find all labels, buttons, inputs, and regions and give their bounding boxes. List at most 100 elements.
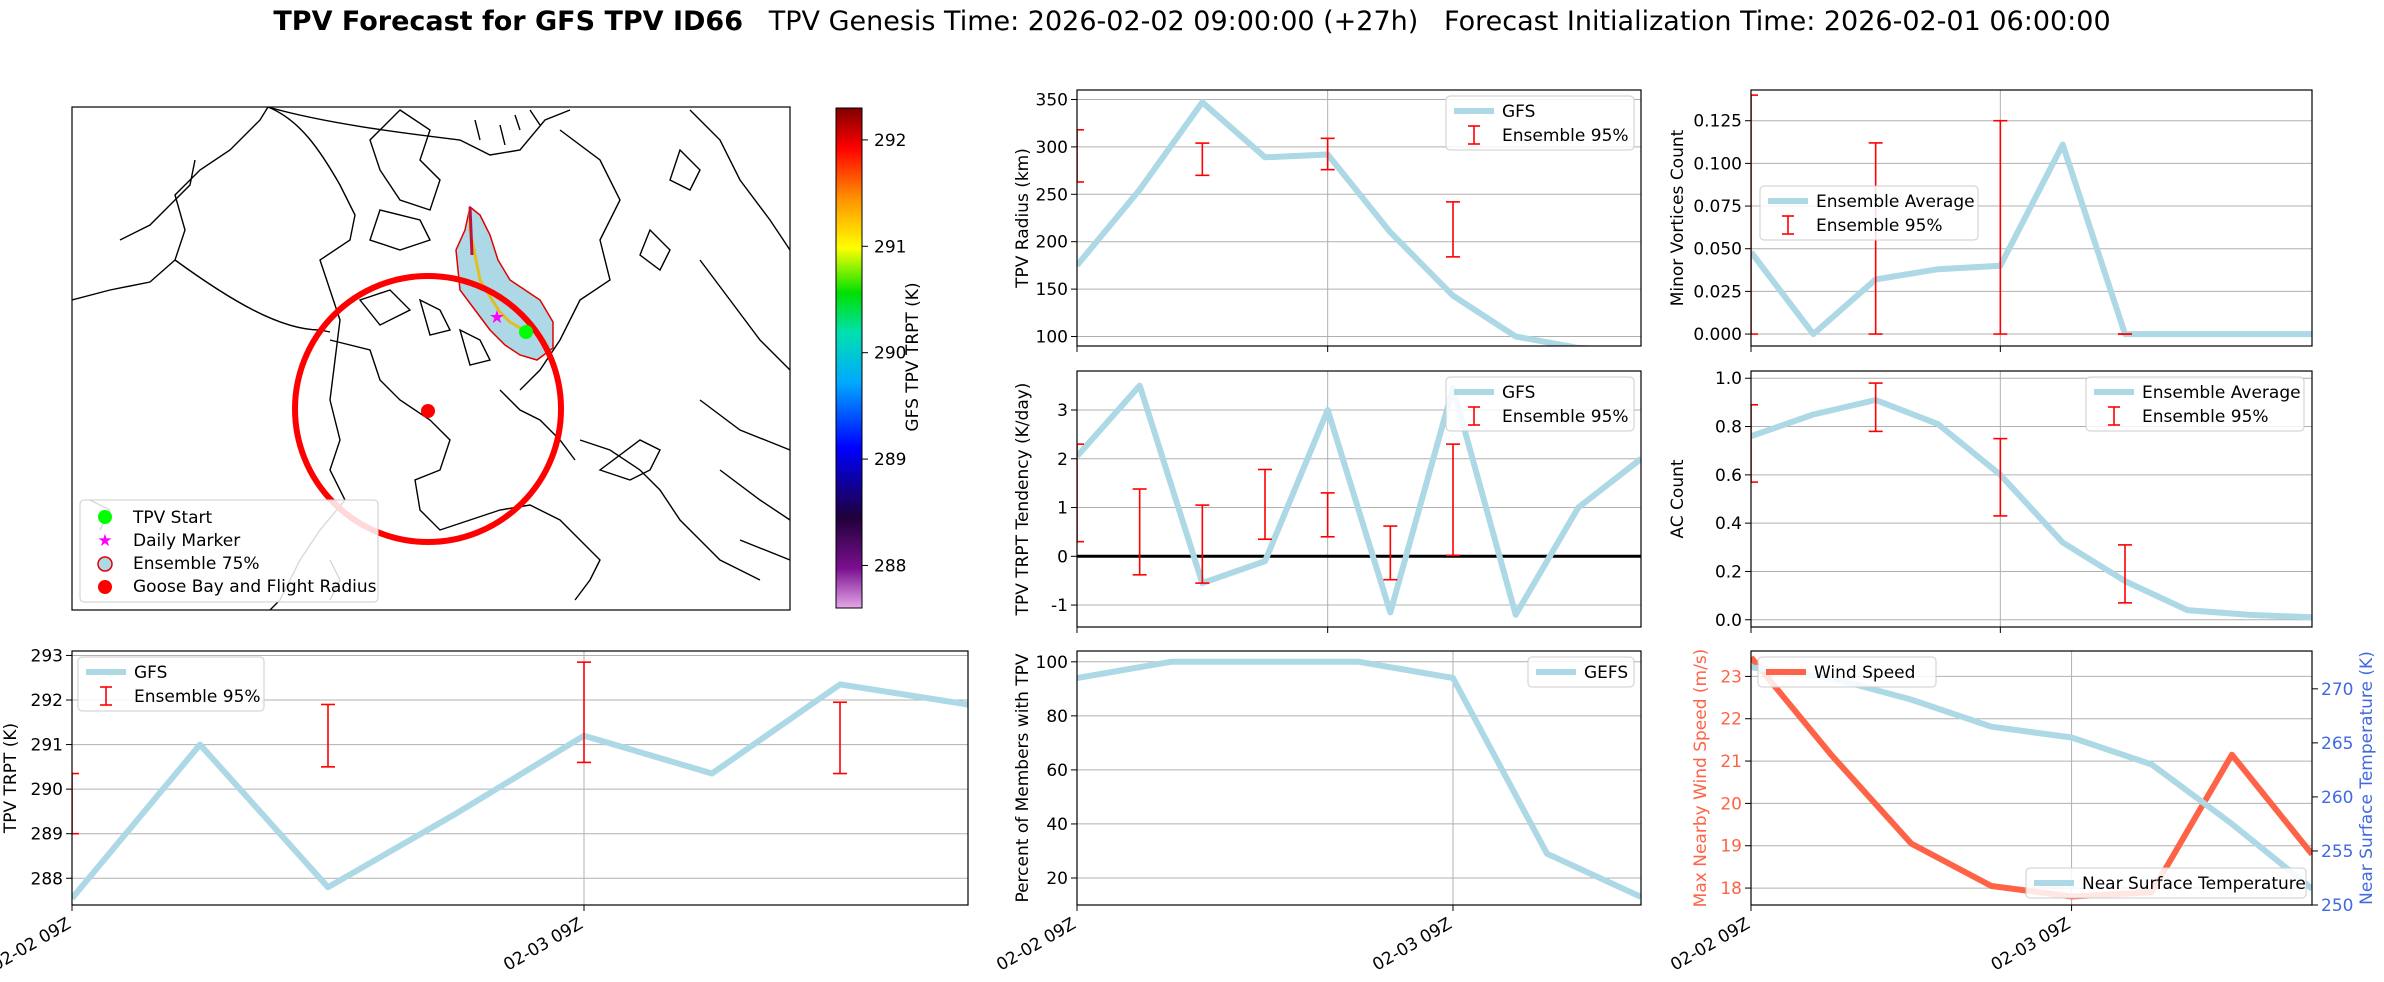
y-tick-label: 290 bbox=[31, 780, 63, 800]
daily-marker-legend-icon: ★ bbox=[97, 531, 112, 551]
y-tick-label: 1.0 bbox=[1715, 369, 1742, 389]
error-bar bbox=[1320, 137, 1335, 171]
error-bar bbox=[1077, 129, 1084, 183]
axes-frame bbox=[1076, 89, 1642, 347]
legend-label-tpv-start: TPV Start bbox=[132, 508, 213, 528]
y-tick-label: 292 bbox=[31, 691, 63, 711]
legend-label: Ensemble 95% bbox=[134, 687, 261, 707]
y-axis-label: TPV TRPT Tendency (K/day) bbox=[1013, 383, 1033, 617]
error-bar bbox=[1258, 468, 1272, 541]
y-tick-label: 0.000 bbox=[1693, 325, 1742, 345]
legend-wind: Wind Speed bbox=[1757, 656, 1937, 688]
y-tick-label: 0.4 bbox=[1715, 514, 1742, 534]
chart-panel-percent: 20 40 60 80 100 02-02 09Z 02-03 09Z Percent of … bbox=[993, 650, 1642, 975]
error-bar bbox=[1751, 404, 1758, 483]
y2-axis-label: Near Surface Temperature (K) bbox=[2357, 651, 2377, 905]
y-tick-label: 0 bbox=[1057, 547, 1068, 567]
y-tick-label: 350 bbox=[1036, 90, 1068, 110]
legend-label: Wind Speed bbox=[1814, 663, 1915, 683]
chart-panel-radius: 100 150 200 250 300 350 TPV Radius (km) GFS Ense… bbox=[1013, 89, 1642, 352]
data-layer bbox=[72, 661, 968, 901]
y2-tick-label: 255 bbox=[2321, 842, 2353, 862]
legend-minor: Ensemble Average Ensemble 95% bbox=[1759, 185, 1979, 241]
data-layer bbox=[1077, 658, 1641, 900]
error-bar bbox=[1868, 382, 1883, 433]
y-axis-label: Minor Vortices Count bbox=[1668, 129, 1688, 306]
goose-bay-legend-icon bbox=[98, 580, 112, 594]
y-tick-label: -1 bbox=[1051, 596, 1068, 616]
y-tick-label: 2 bbox=[1057, 450, 1068, 470]
colorbar: 292 291 290 289 288 GFS TPV TRPT (K) bbox=[835, 107, 923, 609]
legend-radius: GFS Ensemble 95% bbox=[1445, 95, 1635, 151]
y-tick-label: 291 bbox=[31, 736, 63, 756]
axes-frame bbox=[1076, 650, 1642, 906]
series-line-0 bbox=[1077, 382, 1641, 618]
axes-frame bbox=[1750, 370, 2313, 628]
y-axis-label: Percent of Members with TPV bbox=[1013, 653, 1033, 902]
error-bar bbox=[321, 703, 335, 768]
legend-label: GFS bbox=[134, 663, 167, 683]
y-tick-label: 0.100 bbox=[1693, 154, 1742, 174]
ensemble-75-legend-icon bbox=[97, 556, 113, 572]
legend-label: Ensemble 95% bbox=[2142, 407, 2269, 427]
y-tick-label: 0.075 bbox=[1693, 197, 1742, 217]
map-frame bbox=[71, 106, 791, 611]
y-axis-label: Max Nearby Wind Speed (m/s) bbox=[1691, 649, 1711, 908]
y-tick-label: 300 bbox=[1036, 138, 1068, 158]
chart-panel-ac: 0.0 0.2 0.4 0.6 0.8 1.0 AC Count Ensemble Avera… bbox=[1668, 369, 2313, 633]
y-tick-label: 18 bbox=[1720, 879, 1742, 899]
axes-frame bbox=[1750, 89, 2313, 347]
y2-tick-label: 270 bbox=[2321, 680, 2353, 700]
y-tick-label: 100 bbox=[1036, 653, 1068, 673]
y-axis-label: TPV Radius (km) bbox=[1013, 148, 1033, 289]
y-tick-label: 0.8 bbox=[1715, 418, 1742, 438]
y-tick-label: 250 bbox=[1036, 185, 1068, 205]
colorbar-tick-label: 292 bbox=[874, 131, 906, 151]
y-tick-label: 200 bbox=[1036, 233, 1068, 253]
legend-percent: GEFS bbox=[1527, 656, 1635, 688]
series-line-1 bbox=[1751, 664, 2312, 892]
y2-tick-label: 250 bbox=[2321, 896, 2353, 916]
legend-label-ensemble-75: Ensemble 75% bbox=[133, 554, 260, 574]
error-bar bbox=[1993, 437, 2008, 517]
x-tick-label: 02-02 09Z bbox=[1667, 914, 1753, 975]
y-axis-label: AC Count bbox=[1668, 459, 1688, 538]
error-bar bbox=[1195, 504, 1210, 584]
legend-trpt: GFS Ensemble 95% bbox=[77, 656, 265, 712]
legend-label-daily-marker: Daily Marker bbox=[133, 531, 240, 551]
y2-tick-label: 260 bbox=[2321, 788, 2353, 808]
y-tick-label: 80 bbox=[1046, 707, 1068, 727]
y-tick-label: 22 bbox=[1720, 710, 1742, 730]
figure-title: TPV Forecast for GFS TPV ID66 TPV Genesi… bbox=[0, 6, 2384, 37]
y-tick-label: 19 bbox=[1720, 837, 1742, 857]
data-layer bbox=[1751, 382, 2312, 621]
y-tick-label: 40 bbox=[1046, 815, 1068, 835]
error-bar bbox=[1751, 94, 1758, 335]
y-tick-label: 1 bbox=[1057, 499, 1068, 519]
y2-tick-label: 265 bbox=[2321, 734, 2353, 754]
data-layer bbox=[1751, 94, 2312, 338]
legend-ac: Ensemble Average Ensemble 95% bbox=[2085, 376, 2305, 432]
y-tick-label: 0.6 bbox=[1715, 466, 1742, 486]
error-bar bbox=[1446, 443, 1460, 557]
colorbar-tick-label: 289 bbox=[874, 450, 906, 470]
legend-label: GEFS bbox=[1584, 663, 1628, 683]
error-bar bbox=[72, 772, 79, 835]
legend-label: GFS bbox=[1502, 102, 1535, 122]
legend-label: Ensemble 95% bbox=[1502, 126, 1629, 146]
colorbar-gradient bbox=[835, 107, 863, 609]
y-tick-label: 0.125 bbox=[1693, 112, 1742, 132]
tpv-track-tail bbox=[468, 206, 474, 256]
chart-panel-wind_temp: 18 19 20 21 22 23 02-02 09Z 02-03 09Z Max Nearby… bbox=[1667, 649, 2377, 976]
figure-title-bold: TPV Forecast for GFS TPV ID66 bbox=[273, 6, 743, 37]
legend-label: Ensemble 95% bbox=[1816, 216, 1943, 236]
y-tick-label: 0.2 bbox=[1715, 562, 1742, 582]
legend-label-goose-bay: Goose Bay and Flight Radius bbox=[133, 577, 377, 597]
colorbar-tick-label: 290 bbox=[874, 344, 906, 364]
daily-marker-star: ★ bbox=[489, 307, 505, 328]
series-line-0 bbox=[1751, 655, 2312, 900]
y-tick-label: 60 bbox=[1046, 761, 1068, 781]
y-tick-label: 293 bbox=[31, 646, 63, 666]
x-tick-label: 02-03 09Z bbox=[1988, 914, 2074, 975]
